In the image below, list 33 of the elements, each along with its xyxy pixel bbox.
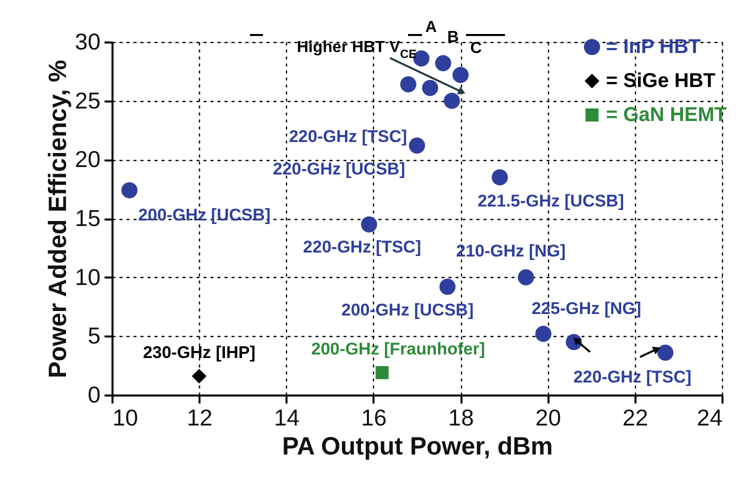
x-axis-title: PA Output Power, dBm bbox=[282, 432, 553, 460]
x-tick-label: 10 bbox=[112, 404, 138, 430]
annotation: 220-GHz [TSC] bbox=[288, 127, 408, 146]
y-tick-label: 15 bbox=[74, 205, 100, 231]
annotation: 200-GHz [Fraunhofer] bbox=[311, 340, 486, 359]
y-tick-label: 5 bbox=[88, 322, 100, 349]
x-tick-label: 20 bbox=[535, 404, 562, 430]
annotation: 220-GHz [TSC] bbox=[573, 368, 692, 387]
annotation: 210-GHz [NG] bbox=[456, 241, 566, 260]
annotation: 221.5-GHz [UCSB] bbox=[478, 191, 624, 210]
y-tick-label: 25 bbox=[74, 87, 100, 114]
x-tick-label: 24 bbox=[696, 404, 723, 430]
x-tick-label: 16 bbox=[361, 404, 387, 430]
annotation: 225-GHz [NG] bbox=[532, 298, 642, 318]
annotation: 220-GHz [UCSB] bbox=[272, 160, 406, 179]
annotation: 220-GHz [TSC] bbox=[303, 237, 422, 256]
annotation: 230-GHz [IHP] bbox=[142, 343, 256, 362]
legend-label: = GaN HEMT bbox=[606, 104, 727, 126]
legend-label: = SiGe HBT bbox=[606, 70, 716, 92]
y-tick-label: 0 bbox=[88, 382, 100, 408]
y-axis-title: Power Added Efficiency, % bbox=[44, 60, 72, 378]
y-tick-label: 20 bbox=[74, 146, 100, 172]
legend-label: = InP HBT bbox=[606, 36, 701, 58]
y-tick-label: 30 bbox=[74, 28, 100, 54]
x-tick-label: 14 bbox=[274, 404, 300, 430]
x-tick-label: 22 bbox=[622, 404, 648, 430]
text: A bbox=[425, 19, 438, 36]
annotation: 200-GHz [UCSB] bbox=[341, 300, 474, 320]
annotation: 200-GHz [UCSB] bbox=[138, 205, 271, 224]
annotation: B bbox=[447, 29, 459, 46]
y-tick-label: 10 bbox=[74, 264, 100, 290]
x-tick-label: 12 bbox=[186, 404, 212, 430]
x-tick-label: 18 bbox=[448, 404, 474, 430]
